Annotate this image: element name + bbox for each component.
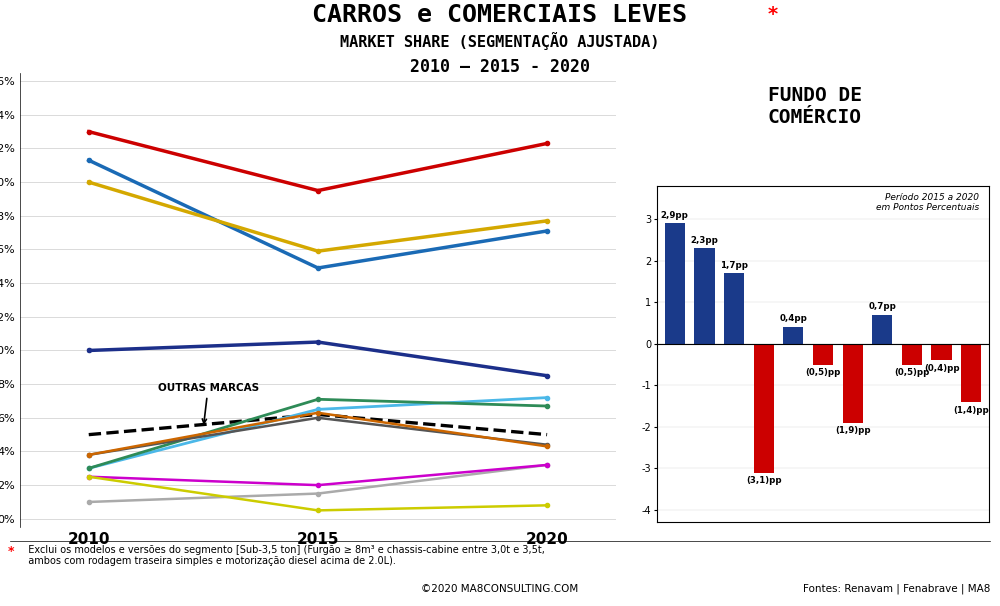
Text: 2,9pp: 2,9pp: [661, 211, 689, 219]
Text: (1,4)pp: (1,4)pp: [953, 405, 989, 415]
Text: 0,4pp: 0,4pp: [779, 315, 807, 324]
Text: 2,3pp: 2,3pp: [690, 236, 718, 245]
Text: (1,9)pp: (1,9)pp: [835, 427, 870, 436]
Bar: [902, 344, 922, 365]
Text: Exclui os modelos e versões do segmento [Sub-3,5 ton] (Furgão ≥ 8m³ e chassis-ca: Exclui os modelos e versões do segmento …: [22, 545, 545, 566]
Text: 2010 – 2015 - 2020: 2010 – 2015 - 2020: [410, 58, 590, 76]
Bar: [783, 327, 803, 344]
Text: 0,7pp: 0,7pp: [868, 302, 896, 311]
Text: (3,1)pp: (3,1)pp: [746, 476, 782, 485]
Text: Período 2015 a 2020
em Pontos Percentuais: Período 2015 a 2020 em Pontos Percentuai…: [876, 193, 979, 212]
Text: VARIAÇÃO PERCENTUAL
2020 / 2015: VARIAÇÃO PERCENTUAL 2020 / 2015: [744, 196, 886, 225]
Text: *: *: [768, 5, 778, 24]
Text: FUNDO DE
COMÉRCIO: FUNDO DE COMÉRCIO: [768, 87, 862, 127]
Bar: [724, 273, 744, 344]
Bar: [813, 344, 833, 365]
Bar: [754, 344, 774, 473]
Bar: [843, 344, 863, 423]
Bar: [961, 344, 981, 402]
Text: *: *: [8, 545, 14, 558]
Bar: [931, 344, 952, 361]
Bar: [665, 224, 685, 344]
Text: MARKET SHARE (SEGMENTAÇÃO AJUSTADA): MARKET SHARE (SEGMENTAÇÃO AJUSTADA): [340, 32, 660, 50]
Bar: [694, 248, 715, 344]
Text: 1,7pp: 1,7pp: [720, 261, 748, 270]
Text: (0,5)pp: (0,5)pp: [894, 368, 930, 378]
Text: (0,4)pp: (0,4)pp: [924, 364, 959, 373]
Text: Fontes: Renavam | Fenabrave | MA8: Fontes: Renavam | Fenabrave | MA8: [803, 584, 990, 594]
Text: (0,5)pp: (0,5)pp: [805, 368, 841, 378]
Text: OUTRAS MARCAS: OUTRAS MARCAS: [158, 383, 259, 423]
Text: ©2020 MA8CONSULTING.COM: ©2020 MA8CONSULTING.COM: [421, 584, 579, 594]
Bar: [872, 315, 892, 344]
Text: CARROS e COMERCIAIS LEVES: CARROS e COMERCIAIS LEVES: [312, 2, 688, 27]
